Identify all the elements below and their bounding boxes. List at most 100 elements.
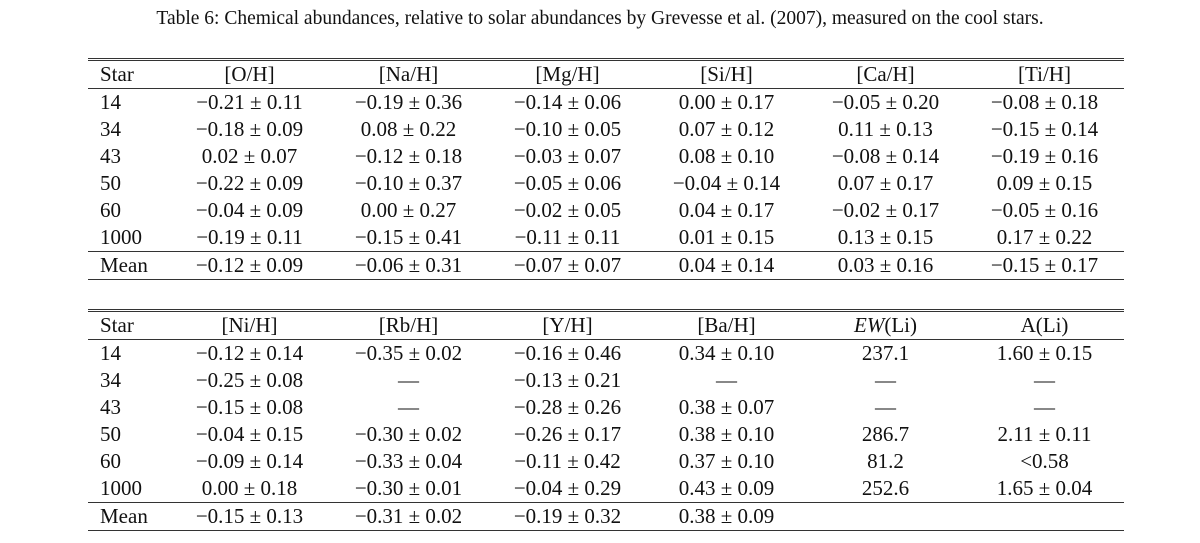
- table-row: 43 0.02 ± 0.07 −0.12 ± 0.18 −0.03 ± 0.07 0.0…: [88, 143, 1124, 170]
- table-row: Mean −0.15 ± 0.13 −0.31 ± 0.02 −0.19 ± 0.32…: [88, 502, 1124, 531]
- cell: 0.13 ± 0.15: [837, 225, 934, 249]
- cell: −0.04 ± 0.29: [513, 476, 622, 500]
- row-label: 1000: [100, 476, 142, 500]
- cell: —: [716, 368, 737, 392]
- caption: Table 6: Chemical abundances, relative t…: [156, 8, 1044, 29]
- cell: 0.02 ± 0.07: [201, 144, 298, 168]
- cell: −0.22 ± 0.09: [195, 171, 304, 195]
- cell: −0.07 ± 0.07: [513, 253, 622, 277]
- cell: −0.15 ± 0.13: [195, 504, 304, 528]
- cell: −0.19 ± 0.36: [354, 90, 463, 114]
- cell: −0.05 ± 0.20: [831, 90, 940, 114]
- column-header: [Ni/H]: [221, 313, 278, 337]
- column-header: EW(Li): [806, 311, 965, 340]
- cell: 0.17 ± 0.22: [996, 225, 1093, 249]
- table-body: 14 −0.12 ± 0.14 −0.35 ± 0.02 −0.16 ± 0.46 0.…: [88, 340, 1124, 531]
- cell: 0.04 ± 0.14: [678, 253, 775, 277]
- cell: −0.26 ± 0.17: [513, 422, 622, 446]
- cell: −0.02 ± 0.05: [513, 198, 622, 222]
- cell: −0.16 ± 0.46: [513, 341, 622, 365]
- cell: 0.08 ± 0.10: [678, 144, 775, 168]
- table-row: 14 −0.12 ± 0.14 −0.35 ± 0.02 −0.16 ± 0.46 0.…: [88, 340, 1124, 368]
- cell: —: [875, 368, 896, 392]
- column-header: [Ba/H]: [697, 313, 756, 337]
- cell: −0.04 ± 0.14: [672, 171, 781, 195]
- cell: −0.04 ± 0.09: [195, 198, 304, 222]
- cell: 81.2: [867, 449, 904, 473]
- table-row: 50 −0.22 ± 0.09 −0.10 ± 0.37 −0.05 ± 0.06 −0…: [88, 170, 1124, 197]
- cell: 0.00 ± 0.27: [360, 198, 457, 222]
- table: Star [Ni/H] [Rb/H] [Y/H] [Ba/H] EW(Li) A(Li) 1…: [88, 309, 1124, 531]
- cell: −0.21 ± 0.11: [196, 90, 303, 114]
- cell: 0.07 ± 0.12: [678, 117, 775, 141]
- cell: −0.15 ± 0.41: [354, 225, 463, 249]
- cell: −0.12 ± 0.18: [354, 144, 463, 168]
- column-header: Star: [100, 62, 134, 86]
- table-body: 14 −0.21 ± 0.11 −0.19 ± 0.36 −0.14 ± 0.06 0.…: [88, 89, 1124, 280]
- column-header: Star: [100, 313, 134, 337]
- column-header: [Ca/H]: [856, 62, 915, 86]
- cell: −0.02 ± 0.17: [831, 198, 940, 222]
- cell: 1.65 ± 0.04: [996, 476, 1093, 500]
- table-row: 60 −0.09 ± 0.14 −0.33 ± 0.04 −0.11 ± 0.42 0.…: [88, 448, 1124, 475]
- row-label: Mean: [100, 504, 148, 528]
- cell: −0.09 ± 0.14: [195, 449, 304, 473]
- cell: 0.00 ± 0.17: [678, 90, 775, 114]
- row-label: 1000: [100, 225, 142, 249]
- cell: −0.08 ± 0.14: [831, 144, 940, 168]
- column-header: A(Li): [1020, 313, 1069, 337]
- row-label: 50: [100, 422, 121, 446]
- cell: −0.19 ± 0.32: [513, 504, 622, 528]
- cell: 2.11 ± 0.11: [997, 422, 1092, 446]
- cell: 286.7: [861, 422, 910, 446]
- row-label: 14: [100, 90, 121, 114]
- cell: 0.00 ± 0.18: [201, 476, 298, 500]
- cell: −0.30 ± 0.02: [354, 422, 463, 446]
- column-header: [Rb/H]: [378, 313, 439, 337]
- cell: 0.38 ± 0.07: [678, 395, 775, 419]
- cell: −0.31 ± 0.02: [354, 504, 463, 528]
- row-label: 60: [100, 198, 121, 222]
- column-header: [Si/H]: [700, 62, 753, 86]
- cell: −0.28 ± 0.26: [513, 395, 622, 419]
- table-row: 1000 0.00 ± 0.18 −0.30 ± 0.01 −0.04 ± 0.29 0…: [88, 475, 1124, 503]
- cell: −0.05 ± 0.06: [513, 171, 622, 195]
- cell: −0.11 ± 0.11: [514, 225, 621, 249]
- table-row: 60 −0.04 ± 0.09 0.00 ± 0.27 −0.02 ± 0.05 0.0…: [88, 197, 1124, 224]
- cell: −0.19 ± 0.16: [990, 144, 1099, 168]
- column-header: [Y/H]: [542, 313, 593, 337]
- cell: 0.08 ± 0.22: [360, 117, 457, 141]
- cell: −0.12 ± 0.14: [195, 341, 304, 365]
- table-row: Mean −0.12 ± 0.09 −0.06 ± 0.31 −0.07 ± 0.07…: [88, 251, 1124, 280]
- cell: −0.33 ± 0.04: [354, 449, 463, 473]
- cell: 237.1: [861, 341, 910, 365]
- cell: —: [398, 368, 419, 392]
- cell: 0.38 ± 0.10: [678, 422, 775, 446]
- cell: 0.01 ± 0.15: [678, 225, 775, 249]
- cell: 0.09 ± 0.15: [996, 171, 1093, 195]
- cell: −0.15 ± 0.08: [195, 395, 304, 419]
- row-label: 14: [100, 341, 121, 365]
- cell: −0.03 ± 0.07: [513, 144, 622, 168]
- row-label: 43: [100, 144, 121, 168]
- cell: −0.15 ± 0.17: [990, 253, 1099, 277]
- cell: 0.37 ± 0.10: [678, 449, 775, 473]
- cell: <0.58: [1020, 449, 1069, 473]
- cell: −0.30 ± 0.01: [354, 476, 463, 500]
- row-label: 34: [100, 368, 121, 392]
- cell: —: [1034, 368, 1055, 392]
- row-label: 60: [100, 449, 121, 473]
- column-header-part: (Li): [884, 313, 917, 337]
- cell: −0.15 ± 0.14: [990, 117, 1099, 141]
- empty-cell: [806, 503, 965, 531]
- cell: −0.10 ± 0.37: [354, 171, 463, 195]
- cell: 0.34 ± 0.10: [678, 341, 775, 365]
- table-row: 50 −0.04 ± 0.15 −0.30 ± 0.02 −0.26 ± 0.17 0.…: [88, 421, 1124, 448]
- column-header: [Ti/H]: [1018, 62, 1071, 86]
- table-row: 34 −0.25 ± 0.08 — −0.13 ± 0.21 — — —: [88, 367, 1124, 394]
- table-header: Star [O/H] [Na/H] [Mg/H] [Si/H] [Ca/H] [Ti/H]: [88, 59, 1124, 89]
- table-row: 34 −0.18 ± 0.09 0.08 ± 0.22 −0.10 ± 0.05 0.0…: [88, 116, 1124, 143]
- column-header: [Na/H]: [378, 62, 439, 86]
- cell: 0.07 ± 0.17: [837, 171, 934, 195]
